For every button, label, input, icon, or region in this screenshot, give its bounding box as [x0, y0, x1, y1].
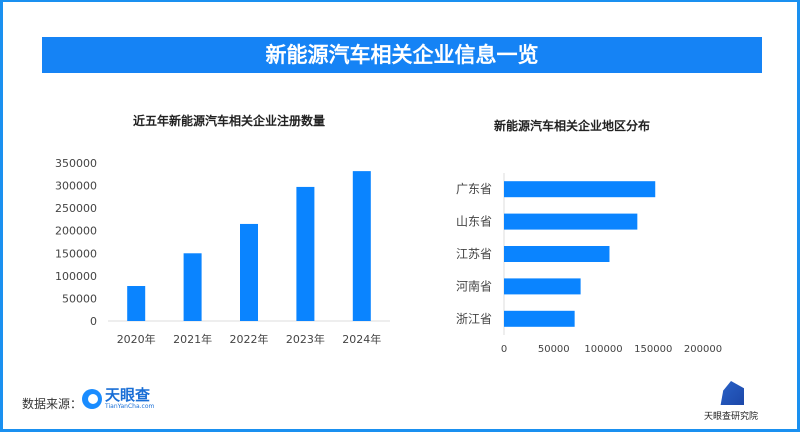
logo-sub: TianYanCha.com	[105, 403, 155, 410]
y-tick-label: 250000	[55, 202, 97, 215]
x-tick-label: 100000	[584, 344, 622, 355]
category-label: 江苏省	[456, 247, 492, 261]
bar-河南省	[504, 278, 581, 295]
y-tick-label: 50000	[62, 292, 97, 305]
source-label: 数据来源：	[22, 397, 83, 411]
x-tick-label: 50000	[538, 344, 570, 355]
bar-山东省	[504, 213, 638, 230]
page-title: 新能源汽车相关企业信息一览	[42, 37, 762, 73]
bar-2022年	[240, 223, 258, 321]
category-label: 浙江省	[456, 312, 492, 326]
bar-2023年	[296, 186, 315, 321]
logo-name: 天眼查	[105, 386, 151, 404]
y-tick-label: 200000	[55, 225, 97, 238]
y-tick-label: 0	[90, 315, 97, 328]
bar-2024年	[352, 171, 371, 321]
x-tick-label: 2023年	[286, 332, 325, 346]
chart1-title: 近五年新能源汽车相关企业注册数量	[133, 114, 326, 128]
y-tick-label: 300000	[55, 180, 97, 193]
bar-2021年	[183, 253, 202, 321]
category-label: 山东省	[456, 215, 492, 229]
x-tick-label: 200000	[684, 344, 722, 355]
x-tick-label: 0	[501, 344, 507, 355]
x-tick-label: 2021年	[173, 332, 212, 346]
bar-广东省	[504, 181, 656, 198]
bar-浙江省	[504, 310, 575, 327]
category-label: 广东省	[456, 182, 492, 196]
x-tick-label: 2022年	[230, 332, 269, 346]
institute-logo-icon	[720, 381, 744, 405]
tianyancha-logo-icon	[82, 389, 102, 409]
x-tick-label: 2024年	[342, 332, 381, 346]
tianyancha-logo: 天眼查 TianYanCha.com	[82, 388, 154, 410]
institute-logo: 天眼查研究院	[700, 381, 762, 422]
x-tick-label: 150000	[634, 344, 672, 355]
x-tick-label: 2020年	[117, 332, 156, 346]
bar-江苏省	[504, 246, 610, 262]
category-label: 河南省	[456, 278, 492, 293]
y-tick-label: 100000	[55, 270, 97, 283]
y-tick-label: 350000	[55, 157, 97, 170]
institute-label: 天眼查研究院	[703, 412, 758, 422]
y-tick-label: 150000	[55, 247, 97, 260]
bar-2020年	[127, 286, 146, 321]
chart2-title: 新能源汽车相关企业地区分布	[494, 119, 651, 133]
